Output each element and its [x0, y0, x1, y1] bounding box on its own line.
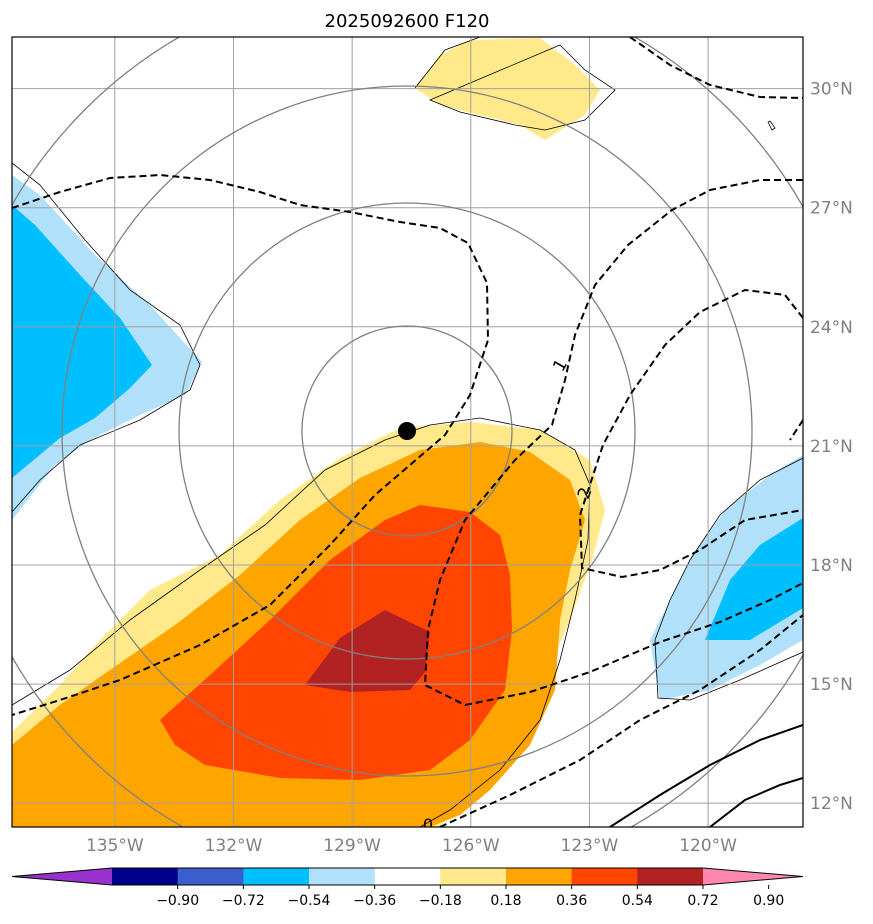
- colorbar-tick-label: 0.72: [687, 893, 718, 909]
- colorbar-extend-high: [703, 868, 803, 885]
- x-tick-label: 120°W: [679, 836, 737, 856]
- colorbar-segment: [571, 868, 638, 885]
- x-tick-label: 132°W: [205, 836, 263, 856]
- colorbar-tick-label: 0.54: [622, 893, 653, 909]
- chart-title: 2025092600 F120: [325, 11, 490, 32]
- y-tick-label: 21°N: [810, 437, 853, 457]
- colorbar-tick-label: 0.90: [753, 893, 784, 909]
- colorbar-extend-low: [12, 868, 112, 885]
- colorbar-segment: [243, 868, 310, 885]
- colorbar-outline: [11, 867, 804, 886]
- colorbar-tick-label: 0.36: [556, 893, 587, 909]
- y-tick-label: 12°N: [810, 794, 853, 814]
- y-tick-label: 15°N: [810, 675, 853, 695]
- storm-center-marker: [398, 422, 416, 440]
- solid-contours: [609, 724, 803, 827]
- colorbar-segment: [374, 868, 441, 885]
- y-tick-label: 30°N: [810, 80, 853, 100]
- colorbar-segment: [440, 868, 507, 885]
- colorbar-segment: [506, 868, 573, 885]
- colorbar-tick-label: −0.18: [419, 893, 462, 909]
- colorbar-tick-label: −0.90: [156, 893, 199, 909]
- colorbar-segment: [637, 868, 704, 885]
- field-pos-072: [160, 505, 512, 780]
- y-tick-label: 18°N: [810, 556, 853, 576]
- x-tick-labels: 135°W 132°W 129°W 126°W 123°W 120°W: [86, 836, 737, 856]
- y-tick-label: 27°N: [810, 199, 853, 219]
- map-frame: [11, 36, 804, 828]
- colorbar: −0.90 −0.72 −0.54 −0.36 −0.18 0.18 0.36 0.54 0.7…: [11, 867, 804, 909]
- range-rings: [12, 37, 803, 827]
- colorbar-tick-label: −0.36: [353, 893, 396, 909]
- field-neg-east: [705, 518, 803, 640]
- grid: [12, 37, 803, 827]
- x-tick-label: 135°W: [86, 836, 144, 856]
- y-tick-label: 24°N: [810, 318, 853, 338]
- x-tick-label: 126°W: [442, 836, 500, 856]
- field-outlines: [12, 37, 803, 827]
- map-area: 1 2 0: [12, 37, 803, 834]
- dashed-contours: [12, 37, 803, 827]
- colorbar-tick-label: 0.18: [490, 893, 521, 909]
- x-tick-label: 129°W: [323, 836, 381, 856]
- y-tick-labels: 30°N 27°N 24°N 21°N 18°N 15°N 12°N: [810, 80, 853, 815]
- field-neg-west: [12, 205, 152, 478]
- x-tick-label: 123°W: [561, 836, 619, 856]
- colorbar-segment: [112, 868, 179, 885]
- field-pos-090: [305, 610, 430, 692]
- colorbar-tick-label: −0.54: [288, 893, 331, 909]
- colorbar-tick-label: −0.72: [222, 893, 265, 909]
- colorbar-segment: [309, 868, 376, 885]
- colorbar-segment: [177, 868, 244, 885]
- contour-label: 0: [423, 815, 433, 834]
